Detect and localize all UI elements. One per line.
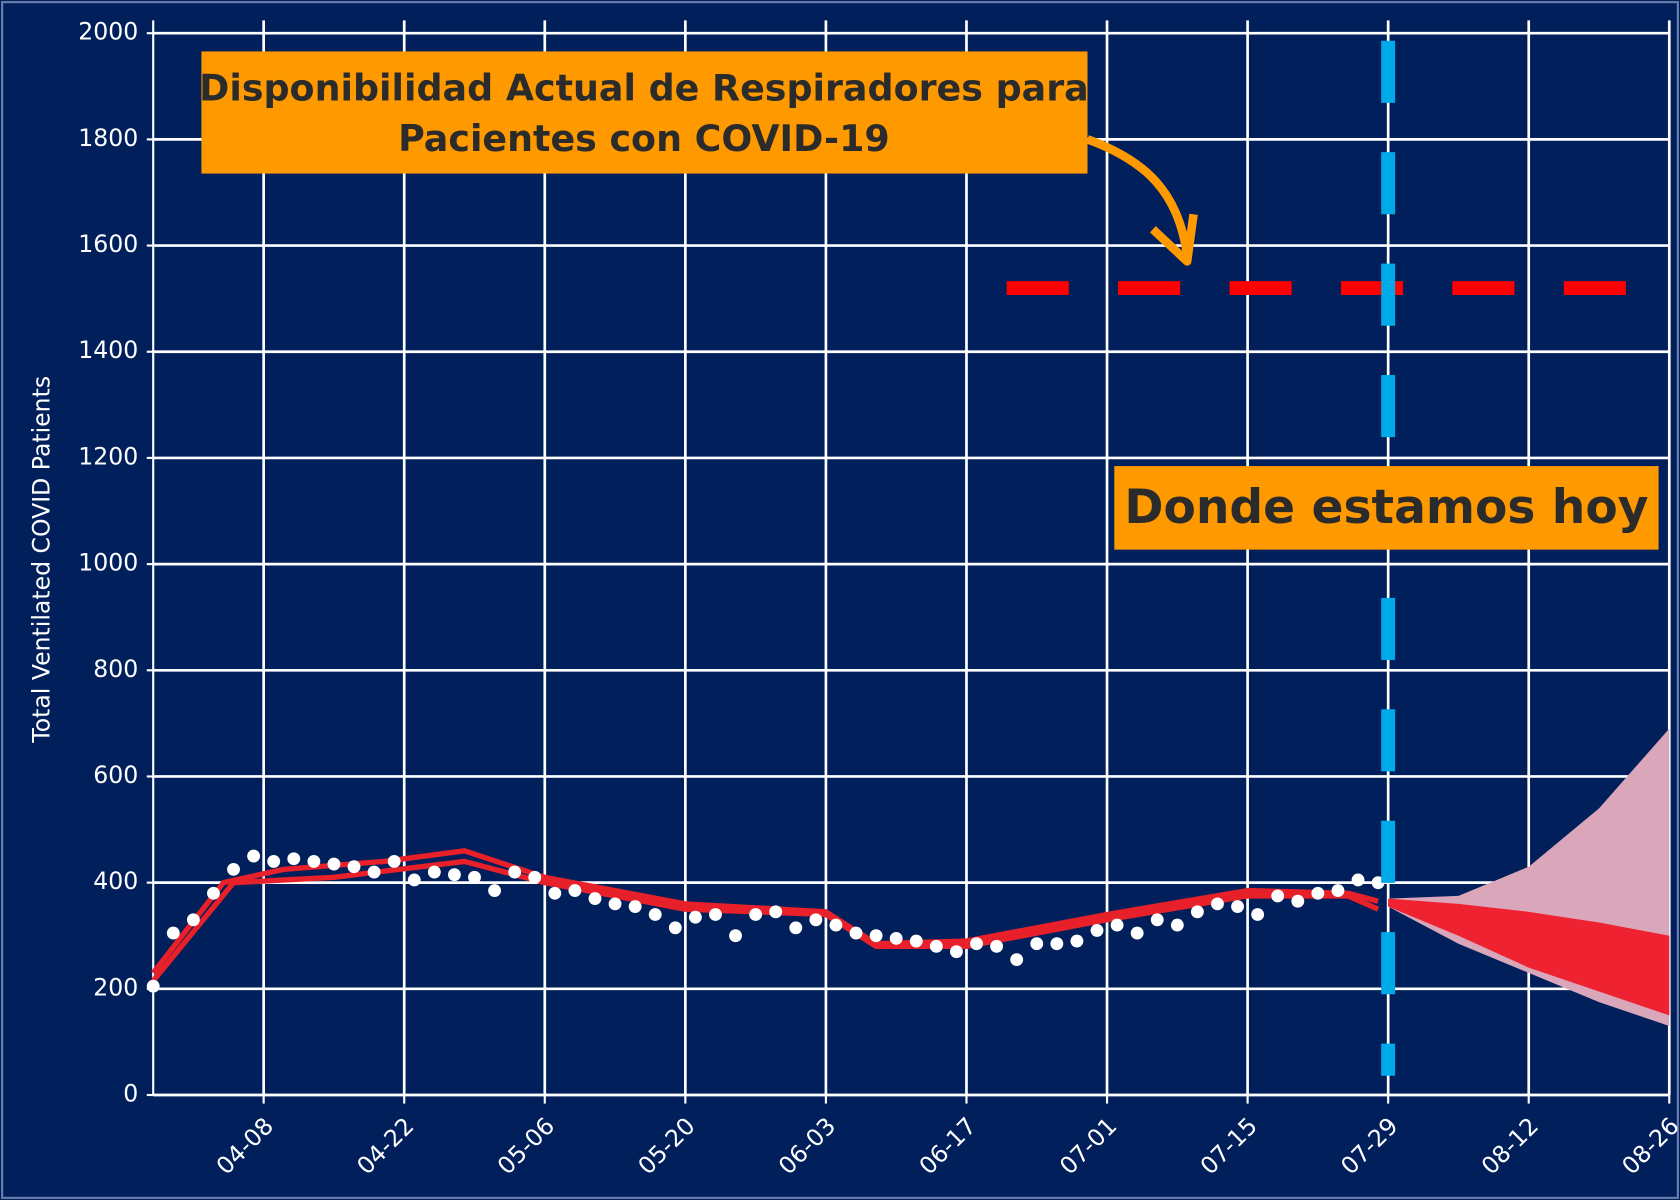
data-point: [1070, 934, 1084, 948]
y-tick-label: 200: [93, 973, 138, 1001]
data-point: [749, 908, 763, 921]
data-point: [809, 913, 823, 927]
annotation-text: Pacientes con COVID-19: [398, 117, 890, 160]
data-point: [970, 937, 983, 951]
data-point: [1311, 886, 1325, 900]
data-point: [247, 849, 261, 863]
data-point: [1331, 884, 1345, 898]
forecast-band: [1388, 898, 1670, 1016]
data-point: [1030, 937, 1044, 951]
data-point: [468, 870, 481, 884]
data-point: [990, 939, 1004, 953]
y-tick-label: 1400: [78, 336, 138, 364]
data-point: [1351, 873, 1365, 887]
y-tick-label: 1600: [78, 230, 138, 258]
y-tick-label: 800: [93, 655, 138, 683]
data-point: [1150, 913, 1164, 927]
y-tick-label: 0: [123, 1080, 138, 1108]
data-point: [166, 926, 180, 940]
y-tick-label: 1200: [78, 442, 138, 470]
annotation-box: [1114, 466, 1659, 550]
data-point: [1271, 889, 1285, 903]
data-point: [1130, 926, 1144, 940]
data-point: [709, 908, 722, 921]
fit-line: [151, 858, 1380, 983]
data-point: [488, 884, 502, 898]
y-tick-label: 2000: [78, 18, 138, 46]
data-point: [1170, 918, 1184, 932]
data-point: [1110, 918, 1124, 932]
y-tick-label: 1000: [78, 549, 138, 577]
data-point: [186, 913, 200, 927]
data-point: [548, 886, 562, 900]
data-point: [347, 860, 361, 874]
data-point: [688, 910, 702, 924]
data-point: [447, 868, 461, 882]
annotation-box: [201, 51, 1088, 174]
data-point: [1190, 905, 1204, 919]
data-point: [648, 908, 662, 921]
arrow-head: [1149, 213, 1198, 266]
y-tick-label: 600: [93, 761, 138, 789]
data-point: [829, 918, 843, 932]
data-point: [207, 886, 220, 900]
data-point: [889, 931, 903, 945]
data-point: [1090, 923, 1104, 937]
data-point: [950, 945, 963, 959]
data-point: [929, 939, 943, 953]
annotation-text: Disponibilidad Actual de Respiradores pa…: [199, 67, 1089, 110]
data-point: [1010, 953, 1024, 967]
data-point: [869, 929, 883, 943]
data-point: [407, 873, 421, 887]
data-point: [568, 884, 582, 898]
data-point: [227, 862, 240, 876]
data-point: [789, 921, 803, 935]
annotation-text: Donde estamos hoy: [1124, 480, 1648, 535]
fit-line: [151, 848, 1379, 975]
data-point: [427, 865, 441, 879]
data-point: [608, 897, 622, 911]
data-point: [668, 921, 682, 935]
data-point: [267, 854, 281, 868]
data-point: [1231, 900, 1244, 913]
data-point: [508, 865, 522, 879]
data-point: [1211, 897, 1224, 911]
data-point: [1050, 937, 1064, 951]
data-point: [287, 852, 301, 866]
data-point: [729, 929, 742, 943]
data-point: [628, 900, 642, 913]
data-point: [367, 865, 381, 879]
data-point: [327, 857, 341, 871]
data-point: [1251, 908, 1265, 921]
y-tick-label: 400: [93, 867, 138, 895]
arrow: [1086, 135, 1192, 256]
data-point: [307, 854, 321, 868]
y-tick-label: 1800: [78, 124, 138, 152]
data-point: [909, 934, 923, 948]
data-point: [387, 854, 401, 868]
y-axis-label: Total Ventilated COVID Patients: [27, 376, 55, 744]
data-point: [588, 892, 602, 905]
data-point: [146, 979, 160, 993]
data-point: [528, 870, 542, 884]
data-point: [1291, 894, 1305, 908]
data-point: [769, 905, 783, 919]
data-point: [849, 926, 863, 940]
